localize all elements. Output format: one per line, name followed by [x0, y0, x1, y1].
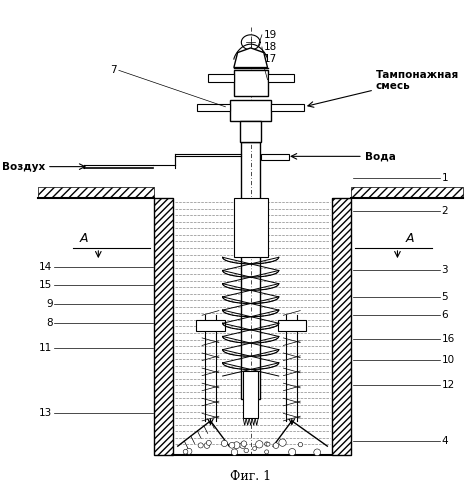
Circle shape [183, 450, 188, 454]
Circle shape [229, 442, 235, 448]
Circle shape [298, 442, 303, 447]
Bar [208, 74, 234, 82]
Circle shape [206, 440, 211, 446]
Text: 11: 11 [39, 343, 53, 353]
Circle shape [314, 449, 321, 456]
Text: 4: 4 [441, 436, 448, 446]
Text: А: А [80, 232, 88, 245]
Text: 8: 8 [46, 318, 53, 328]
Bar [154, 198, 173, 456]
Text: 17: 17 [264, 54, 277, 64]
Polygon shape [255, 418, 258, 426]
Text: Фиг. 1: Фиг. 1 [230, 470, 271, 482]
Circle shape [266, 442, 270, 446]
Circle shape [265, 442, 269, 446]
Text: 2: 2 [441, 206, 448, 216]
Polygon shape [234, 48, 267, 68]
Text: Воздух: Воздух [2, 162, 45, 172]
Text: 3: 3 [441, 266, 448, 276]
Bar [234, 198, 267, 258]
Bar [243, 372, 258, 418]
Bar [241, 142, 260, 400]
Text: 16: 16 [441, 334, 455, 344]
Text: 15: 15 [39, 280, 53, 290]
Text: 10: 10 [441, 355, 455, 365]
Circle shape [265, 450, 269, 454]
Bar [332, 198, 351, 456]
Circle shape [289, 448, 296, 456]
Text: 5: 5 [441, 292, 448, 302]
Circle shape [186, 448, 192, 454]
Polygon shape [252, 418, 255, 426]
Text: 9: 9 [46, 299, 53, 309]
Circle shape [240, 442, 246, 448]
Bar [154, 198, 173, 456]
Text: А: А [405, 232, 414, 245]
Bar [267, 74, 294, 82]
Bar [261, 154, 289, 160]
Text: 1: 1 [441, 173, 448, 183]
Polygon shape [249, 418, 252, 426]
Bar [271, 104, 304, 112]
Text: 7: 7 [110, 66, 117, 76]
Circle shape [241, 441, 247, 446]
Text: 18: 18 [264, 42, 277, 52]
Circle shape [221, 440, 228, 446]
Bar [234, 70, 267, 96]
Circle shape [231, 449, 238, 456]
Circle shape [279, 439, 286, 446]
Circle shape [244, 448, 248, 452]
Bar [198, 104, 230, 112]
Text: 12: 12 [441, 380, 455, 390]
Polygon shape [243, 418, 246, 426]
Text: Тампонажная
смесь: Тампонажная смесь [376, 70, 459, 92]
Circle shape [233, 442, 240, 448]
Text: 14: 14 [39, 262, 53, 272]
Circle shape [256, 440, 263, 448]
Bar [332, 198, 351, 456]
Text: 13: 13 [39, 408, 53, 418]
Circle shape [198, 443, 203, 448]
Bar [351, 187, 463, 198]
Bar [240, 121, 261, 142]
Polygon shape [246, 418, 249, 426]
Bar [230, 100, 271, 121]
Text: Вода: Вода [365, 152, 396, 162]
Bar [197, 320, 225, 331]
Bar [278, 320, 306, 331]
Circle shape [253, 446, 256, 450]
Bar [38, 187, 154, 198]
Text: 19: 19 [264, 30, 277, 40]
Circle shape [204, 442, 210, 448]
Circle shape [273, 443, 279, 448]
Text: 6: 6 [441, 310, 448, 320]
